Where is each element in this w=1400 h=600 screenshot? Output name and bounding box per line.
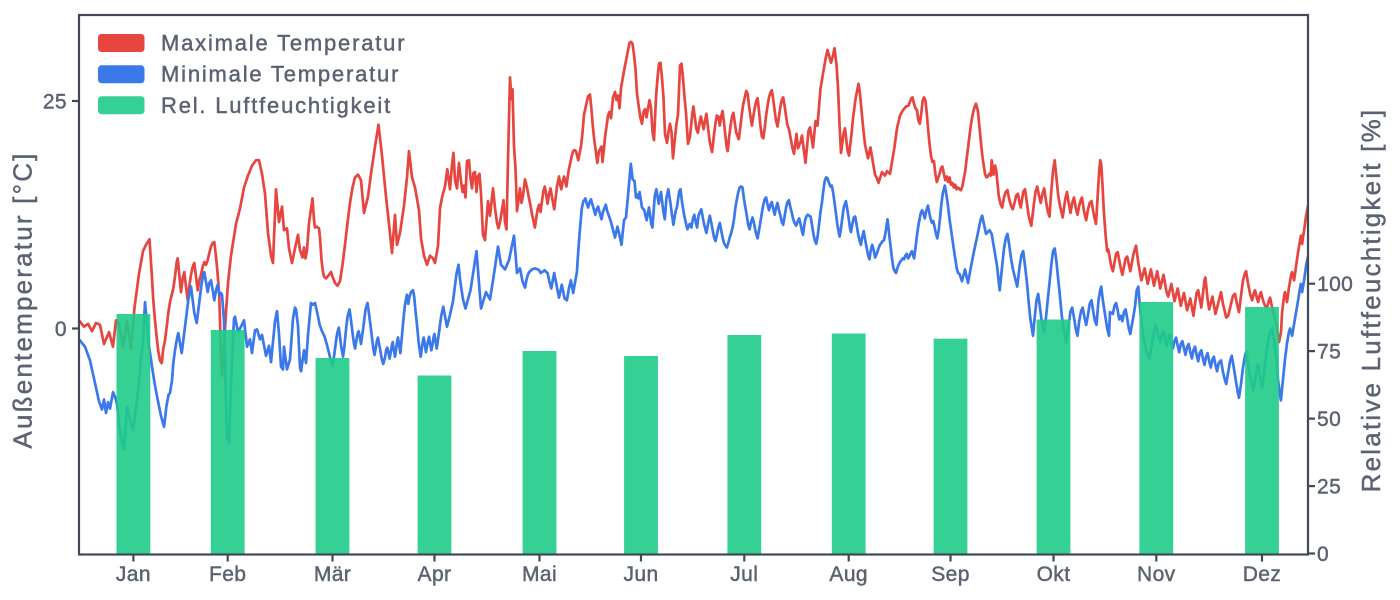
svg-text:Maximale Temperatur: Maximale Temperatur [161,31,406,56]
svg-text:Aug: Aug [829,563,868,586]
svg-text:Feb: Feb [209,563,246,586]
svg-text:Sep: Sep [931,563,970,586]
svg-text:0: 0 [55,318,67,341]
svg-text:Rel. Luftfeuchtigkeit: Rel. Luftfeuchtigkeit [161,93,392,118]
svg-text:50: 50 [1317,408,1341,431]
svg-text:25: 25 [43,91,67,114]
svg-text:25: 25 [1317,476,1341,499]
svg-text:Apr: Apr [418,563,452,586]
svg-text:Okt: Okt [1037,563,1071,586]
svg-text:Jan: Jan [116,563,151,586]
svg-text:Mär: Mär [314,563,351,586]
svg-text:Jul: Jul [730,563,758,586]
svg-text:Nov: Nov [1137,563,1176,586]
svg-text:100: 100 [1317,273,1353,296]
svg-text:75: 75 [1317,341,1341,364]
svg-text:Außentemperatur [°C]: Außentemperatur [°C] [8,151,38,448]
svg-text:0: 0 [1317,543,1329,566]
svg-text:Relative Luftfeuchtigkeit [%]: Relative Luftfeuchtigkeit [%] [1356,108,1386,493]
svg-text:Jun: Jun [623,563,658,586]
svg-text:Minimale Temperatur: Minimale Temperatur [161,62,400,87]
svg-text:Dez: Dez [1243,563,1282,586]
svg-text:Mai: Mai [522,563,557,586]
